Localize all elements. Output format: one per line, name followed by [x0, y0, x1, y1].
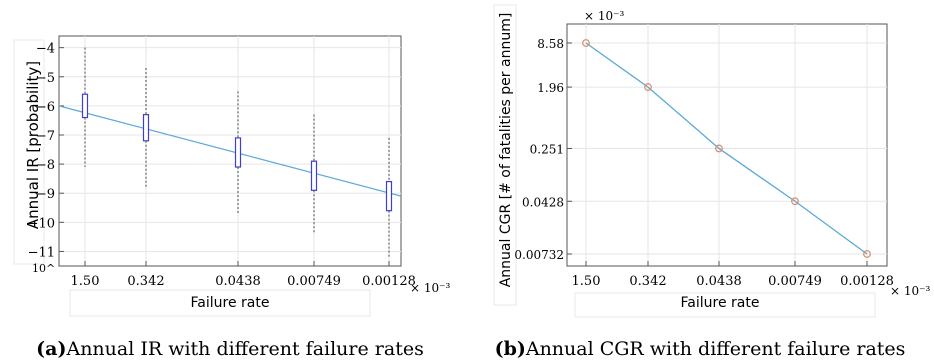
x-axis-b: 1.50 0.342 0.0438 0.00749 0.00128 — [572, 261, 894, 289]
trend-line — [58, 105, 402, 197]
xlabel-b-box — [574, 292, 876, 318]
caption-b: (b)Annual CGR with different failure rat… — [495, 338, 906, 360]
data-point — [644, 83, 652, 91]
y-axis-b: 8.58 1.96 0.251 0.0428 0.00732 — [514, 37, 572, 262]
y-tick-label: −11 — [28, 245, 55, 260]
y-tick-label: −9 — [36, 187, 55, 202]
x-multiplier-a: × 10⁻³ — [410, 281, 450, 295]
ylabel-a-box — [13, 39, 45, 265]
box — [234, 137, 242, 168]
x-tick-label: 0.00749 — [287, 274, 341, 289]
grid-b — [567, 24, 887, 266]
y-multiplier-b: × 10⁻³ — [584, 9, 624, 23]
x-axis-a: 1.50 0.342 0.0438 0.00749 0.00128 — [71, 261, 416, 289]
data-point — [791, 197, 799, 206]
box — [142, 114, 150, 142]
x-tick-label: 0.00128 — [362, 274, 416, 289]
x-tick-label: 0.0438 — [215, 274, 261, 289]
xlabel-b: Failure rate — [681, 295, 760, 311]
caption-a-letter: (a) — [36, 338, 66, 360]
x-tick-label: 0.00128 — [840, 274, 894, 289]
y-tick-label: −5 — [36, 71, 55, 86]
y-prefix-a: 10^ — [32, 262, 55, 275]
ylabel-b-box — [493, 4, 517, 306]
series-line — [585, 42, 868, 255]
chart-b: 8.58 1.96 0.251 0.0428 0.00732 1.50 0.342 0.04… — [493, 4, 930, 360]
caption-a: (a)Annual IR with different failure rate… — [36, 338, 424, 360]
x-multiplier-b: × 10⁻³ — [890, 284, 930, 298]
data-point — [715, 144, 723, 153]
marks-b — [582, 39, 871, 258]
y-tick-label: 8.58 — [537, 37, 564, 51]
caption-a-text: Annual IR with different failure rates — [65, 338, 423, 360]
y-tick-label: 1.96 — [537, 81, 564, 95]
x-tick-label: 1.50 — [71, 274, 100, 289]
box — [385, 180, 393, 212]
x-tick-label: 0.00749 — [768, 274, 822, 289]
caption-b-letter: (b) — [495, 338, 526, 360]
ylabel-a: Annual IR [probability] — [24, 61, 42, 229]
y-tick-label: −10 — [28, 216, 55, 231]
xlabel-a-box — [69, 289, 371, 317]
x-tick-label: 1.50 — [572, 274, 601, 289]
y-tick-label: −4 — [36, 42, 55, 57]
y-axis-a: −4 −5 −6 −7 −8 −9 −10 −11 — [28, 42, 64, 260]
box — [310, 160, 318, 191]
y-tick-label: −6 — [36, 100, 55, 115]
y-tick-label: −8 — [36, 158, 55, 173]
data-point — [863, 250, 871, 258]
xlabel-a: Failure rate — [191, 295, 270, 311]
y-tick-label: 0.0428 — [522, 195, 564, 209]
y-tick-label: 0.00732 — [514, 248, 564, 262]
data-point — [582, 39, 590, 47]
box — [81, 93, 89, 119]
marks-a — [58, 47, 402, 258]
y-tick-label: 0.251 — [530, 142, 564, 156]
chart-a: −4 −5 −6 −7 −8 −9 −10 −11 1.50 0.342 0.0438 0.0074… — [13, 35, 450, 360]
ylabel-b: Annual CGR [# of fatalities per annum] — [498, 13, 514, 288]
plot-area-b — [566, 23, 888, 267]
x-tick-label: 0.0438 — [696, 274, 742, 289]
x-tick-label: 0.342 — [127, 274, 164, 289]
x-tick-label: 0.342 — [629, 274, 666, 289]
caption-b-text: Annual CGR with different failure rates — [525, 338, 906, 360]
y-tick-label: −7 — [36, 129, 55, 144]
